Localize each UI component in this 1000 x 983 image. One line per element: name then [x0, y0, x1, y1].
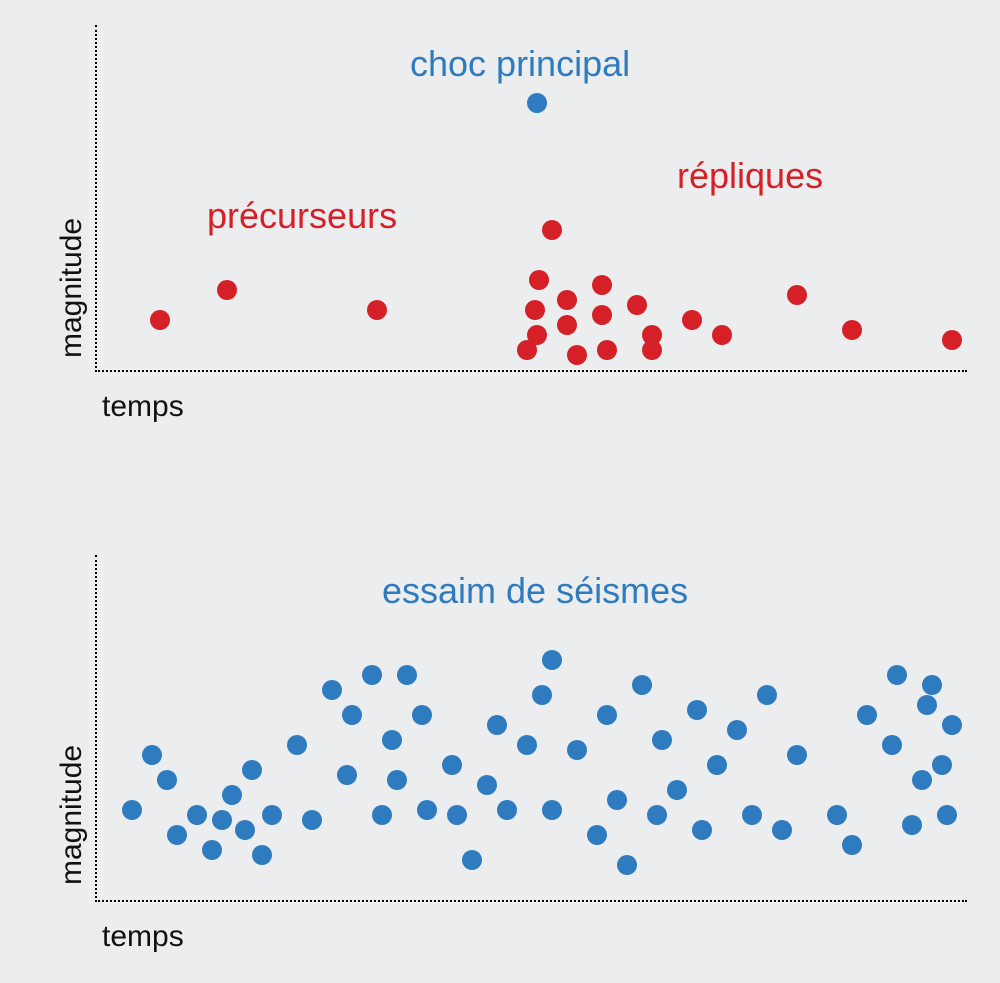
data-point [235, 820, 255, 840]
data-point [617, 855, 637, 875]
data-point [642, 340, 662, 360]
data-point [517, 340, 537, 360]
data-point [842, 320, 862, 340]
data-point [712, 325, 732, 345]
data-point [187, 805, 207, 825]
data-point [787, 745, 807, 765]
data-point [707, 755, 727, 775]
data-point [397, 665, 417, 685]
chart2-annotation-0: essaim de séismes [382, 570, 688, 612]
data-point [592, 275, 612, 295]
data-point [652, 730, 672, 750]
data-point [387, 770, 407, 790]
chart1-plot-area: choc principal précurseurs répliques [95, 25, 967, 372]
data-point [372, 805, 392, 825]
data-point [922, 675, 942, 695]
data-point [742, 805, 762, 825]
data-point [932, 755, 952, 775]
data-point [217, 280, 237, 300]
data-point [567, 345, 587, 365]
data-point [150, 310, 170, 330]
data-point [557, 315, 577, 335]
data-point [942, 330, 962, 350]
data-point [252, 845, 272, 865]
data-point [367, 300, 387, 320]
data-point [262, 805, 282, 825]
data-point [937, 805, 957, 825]
chart2-x-axis-label: temps [102, 920, 184, 954]
data-point [447, 805, 467, 825]
data-point [157, 770, 177, 790]
chart1-annotation-0: choc principal [410, 43, 630, 85]
data-point [412, 705, 432, 725]
data-point [532, 685, 552, 705]
data-point [417, 800, 437, 820]
chart2-plot-area: essaim de séismes [95, 555, 967, 902]
data-point [882, 735, 902, 755]
data-point [557, 290, 577, 310]
data-point [212, 810, 232, 830]
chart1-annotation-1: précurseurs [207, 195, 397, 237]
data-point [687, 700, 707, 720]
data-point [567, 740, 587, 760]
data-point [857, 705, 877, 725]
data-point [787, 285, 807, 305]
data-point [167, 825, 187, 845]
data-point [497, 800, 517, 820]
data-point [607, 790, 627, 810]
data-point [627, 295, 647, 315]
data-point [529, 270, 549, 290]
data-point [517, 735, 537, 755]
data-point [692, 820, 712, 840]
data-point [342, 705, 362, 725]
data-point [727, 720, 747, 740]
data-point [587, 825, 607, 845]
data-point [142, 745, 162, 765]
data-point [772, 820, 792, 840]
data-point [462, 850, 482, 870]
data-point [757, 685, 777, 705]
data-point [827, 805, 847, 825]
chart1-x-axis-label: temps [102, 390, 184, 424]
data-point [477, 775, 497, 795]
data-point [525, 300, 545, 320]
data-point [322, 680, 342, 700]
data-point [337, 765, 357, 785]
data-point [597, 705, 617, 725]
data-point [382, 730, 402, 750]
data-point [222, 785, 242, 805]
page: choc principal précurseurs répliques magni… [0, 0, 1000, 983]
data-point [647, 805, 667, 825]
data-point [542, 650, 562, 670]
data-point [362, 665, 382, 685]
chart2-y-axis-label: magnitude [55, 745, 89, 885]
data-point [542, 800, 562, 820]
data-point [682, 310, 702, 330]
data-point [942, 715, 962, 735]
data-point [242, 760, 262, 780]
data-point [302, 810, 322, 830]
data-point [842, 835, 862, 855]
data-point [122, 800, 142, 820]
data-point [902, 815, 922, 835]
data-point [202, 840, 222, 860]
chart1-annotation-2: répliques [677, 155, 823, 197]
data-point [917, 695, 937, 715]
chart1-y-axis-label: magnitude [55, 218, 89, 358]
data-point [887, 665, 907, 685]
data-point [592, 305, 612, 325]
data-point [487, 715, 507, 735]
data-point [912, 770, 932, 790]
data-point [632, 675, 652, 695]
data-point [287, 735, 307, 755]
data-point [667, 780, 687, 800]
data-point [542, 220, 562, 240]
data-point [597, 340, 617, 360]
data-point [442, 755, 462, 775]
data-point [527, 93, 547, 113]
